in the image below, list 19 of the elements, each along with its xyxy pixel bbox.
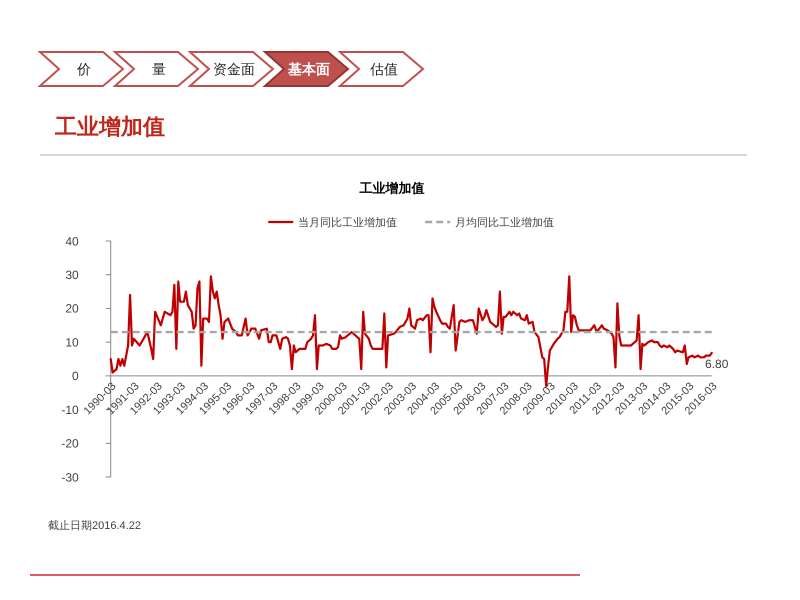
y-tick-label: -30 bbox=[61, 470, 80, 484]
y-tick-label: -10 bbox=[61, 402, 80, 417]
data-label: 6.80 bbox=[705, 356, 729, 371]
legend-label: 月均同比工业增加值 bbox=[455, 216, 554, 229]
legend-label: 当月同比工业增加值 bbox=[298, 216, 398, 229]
category-label: 资金面 bbox=[213, 61, 255, 78]
category-label: 量 bbox=[152, 61, 166, 78]
y-tick-label: 30 bbox=[65, 268, 80, 282]
chart-title: 工业增加值 bbox=[358, 180, 424, 196]
category-label: 价 bbox=[76, 61, 91, 78]
y-tick-label: 10 bbox=[65, 335, 80, 350]
y-tick-label: 20 bbox=[65, 302, 80, 316]
y-tick-label: 40 bbox=[65, 234, 80, 248]
text: 工业增加值 bbox=[54, 114, 165, 139]
text: 截止日期2016.4.22 bbox=[48, 518, 141, 532]
category-label: 基本面 bbox=[287, 61, 330, 78]
y-tick-label: 0 bbox=[72, 369, 80, 384]
y-tick-label: -20 bbox=[61, 436, 80, 451]
category-label: 估值 bbox=[369, 61, 398, 78]
